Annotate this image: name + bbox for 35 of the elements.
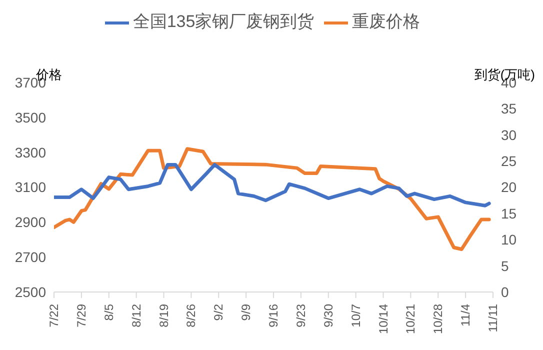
x-tick-label: 10/21 (404, 304, 418, 334)
y-tick-label: 2700 (14, 249, 46, 266)
y2-tick-label: 35 (501, 100, 517, 117)
y2-tick-label: 15 (501, 205, 517, 222)
x-tick-label: 8/12 (129, 304, 144, 328)
y-tick-label: 3500 (14, 109, 46, 126)
y-tick-label: 3100 (14, 179, 46, 196)
x-tick-label: 10/28 (431, 304, 446, 334)
x-tick-label: 8/5 (102, 304, 116, 321)
x-tick-label: 8/19 (156, 304, 171, 328)
x-tick-label: 9/2 (212, 304, 226, 321)
y2-tick-label: 20 (501, 179, 517, 196)
x-tick-label: 8/26 (184, 304, 198, 328)
x-tick-label: 9/9 (239, 304, 254, 321)
line-series (54, 147, 491, 251)
x-tick-label: 9/30 (321, 304, 336, 328)
y-tick-label: 2500 (14, 284, 46, 300)
y2-tick-label: 30 (501, 126, 517, 143)
legend-label: 重废价格 (352, 12, 420, 31)
x-tick-label: 9/16 (266, 304, 280, 328)
y2-tick-label: 10 (501, 232, 517, 248)
x-tick-label: 7/22 (47, 304, 61, 328)
x-tick-label: 11/11 (486, 304, 500, 332)
x-tick-label: 10/14 (376, 304, 390, 334)
y-tick-label: 2900 (14, 214, 46, 230)
x-tick-label: 11/4 (458, 304, 473, 326)
x-tick-label: 7/29 (74, 304, 88, 328)
y2-tick-label: 25 (501, 153, 517, 170)
y2-tick-label: 0 (501, 284, 509, 300)
x-tick-label: 10/7 (348, 304, 363, 328)
legend-label: 全国135家钢厂废钢到货 (132, 12, 314, 31)
line-series (54, 162, 491, 208)
y-tick-label: 3300 (14, 144, 46, 160)
x-tick-label: 9/23 (294, 304, 308, 328)
y2-tick-label: 5 (501, 258, 509, 274)
